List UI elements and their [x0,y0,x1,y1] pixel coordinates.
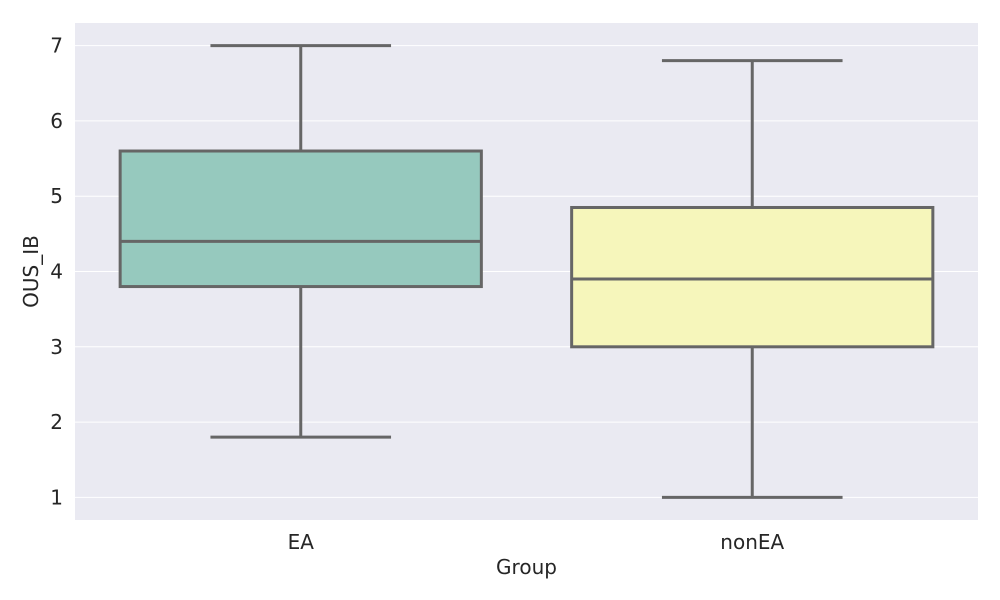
box-EA [118,44,483,439]
x-tick-label-EA: EA [288,530,315,554]
y-tick-label-2: 2 [50,410,63,434]
x-axis-label: Group [496,555,557,579]
box-nonEA [570,59,935,499]
y-tick-label-6: 6 [50,109,63,133]
x-tick-labels: EA nonEA [288,530,785,554]
y-tick-label-3: 3 [50,335,63,359]
y-tick-label-4: 4 [50,260,63,284]
x-tick-label-nonEA: nonEA [720,530,784,554]
iqr-box-nonEA [570,205,935,349]
y-tick-labels: 1 2 3 4 5 6 7 [50,34,63,510]
y-tick-label-5: 5 [50,184,63,208]
iqr-box-EA [118,149,483,289]
boxes-layer [118,44,935,499]
y-tick-label-7: 7 [50,34,63,58]
y-axis-label: OUS_IB [19,235,43,308]
y-tick-label-1: 1 [50,485,63,509]
